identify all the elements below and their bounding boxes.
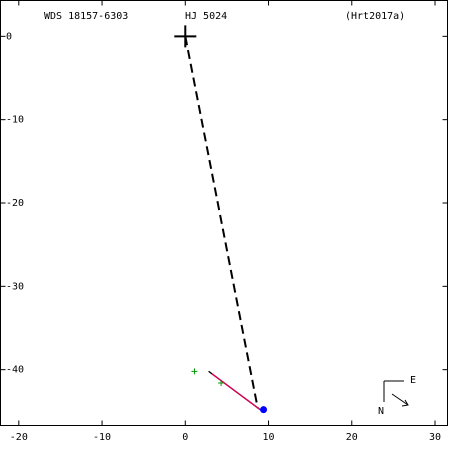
x-tick-label: 0 <box>182 432 188 443</box>
position-plus <box>218 380 225 386</box>
y-tick-label: -30 <box>6 281 24 292</box>
x-tick-label: 20 <box>346 432 358 443</box>
compass: E N <box>378 375 416 417</box>
position-plus <box>174 25 197 48</box>
wds-label: WDS 18157-6303 <box>44 11 128 22</box>
star-label: HJ 5024 <box>185 11 227 22</box>
compass-n: N <box>378 406 384 417</box>
y-tick-label: -20 <box>6 198 24 209</box>
x-tick-label: -10 <box>93 432 111 443</box>
compass-arrow <box>391 393 409 406</box>
y-tick-label: 0 <box>6 31 12 42</box>
y-tick-label: -10 <box>6 115 24 126</box>
compass-arrowhead <box>401 399 409 407</box>
reference-label: (Hrt2017a) <box>345 11 405 22</box>
track-line <box>211 373 261 411</box>
track-line <box>184 36 259 409</box>
compass-e: E <box>410 375 416 386</box>
x-tick-label: -20 <box>10 432 28 443</box>
y-tick-label: -40 <box>6 365 24 376</box>
x-tick-label: 10 <box>263 432 275 443</box>
x-tick-label: 30 <box>429 432 441 443</box>
position-dot <box>260 406 268 414</box>
plot-frame <box>0 0 448 426</box>
position-plus <box>191 368 198 375</box>
